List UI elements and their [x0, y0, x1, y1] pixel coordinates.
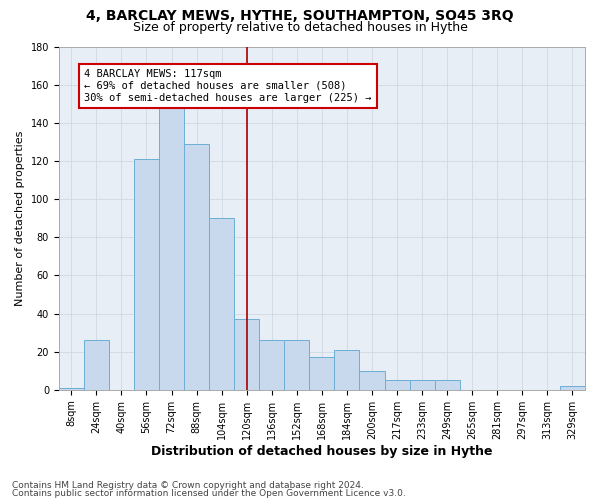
Bar [310, 358, 334, 390]
Bar [134, 159, 159, 390]
Text: Contains public sector information licensed under the Open Government Licence v3: Contains public sector information licen… [12, 488, 406, 498]
Text: 4 BARCLAY MEWS: 117sqm
← 69% of detached houses are smaller (508)
30% of semi-de: 4 BARCLAY MEWS: 117sqm ← 69% of detached… [84, 70, 371, 102]
Bar [385, 380, 410, 390]
Bar [259, 340, 284, 390]
Bar [184, 144, 209, 390]
Y-axis label: Number of detached properties: Number of detached properties [15, 130, 25, 306]
Text: Contains HM Land Registry data © Crown copyright and database right 2024.: Contains HM Land Registry data © Crown c… [12, 481, 364, 490]
Bar [334, 350, 359, 390]
Bar [234, 320, 259, 390]
Bar [284, 340, 310, 390]
Text: Size of property relative to detached houses in Hythe: Size of property relative to detached ho… [133, 22, 467, 35]
Text: 4, BARCLAY MEWS, HYTHE, SOUTHAMPTON, SO45 3RQ: 4, BARCLAY MEWS, HYTHE, SOUTHAMPTON, SO4… [86, 9, 514, 23]
Bar [209, 218, 234, 390]
Bar [560, 386, 585, 390]
Bar [159, 108, 184, 390]
Bar [84, 340, 109, 390]
Bar [59, 388, 84, 390]
Bar [434, 380, 460, 390]
Bar [359, 371, 385, 390]
X-axis label: Distribution of detached houses by size in Hythe: Distribution of detached houses by size … [151, 444, 493, 458]
Bar [410, 380, 434, 390]
